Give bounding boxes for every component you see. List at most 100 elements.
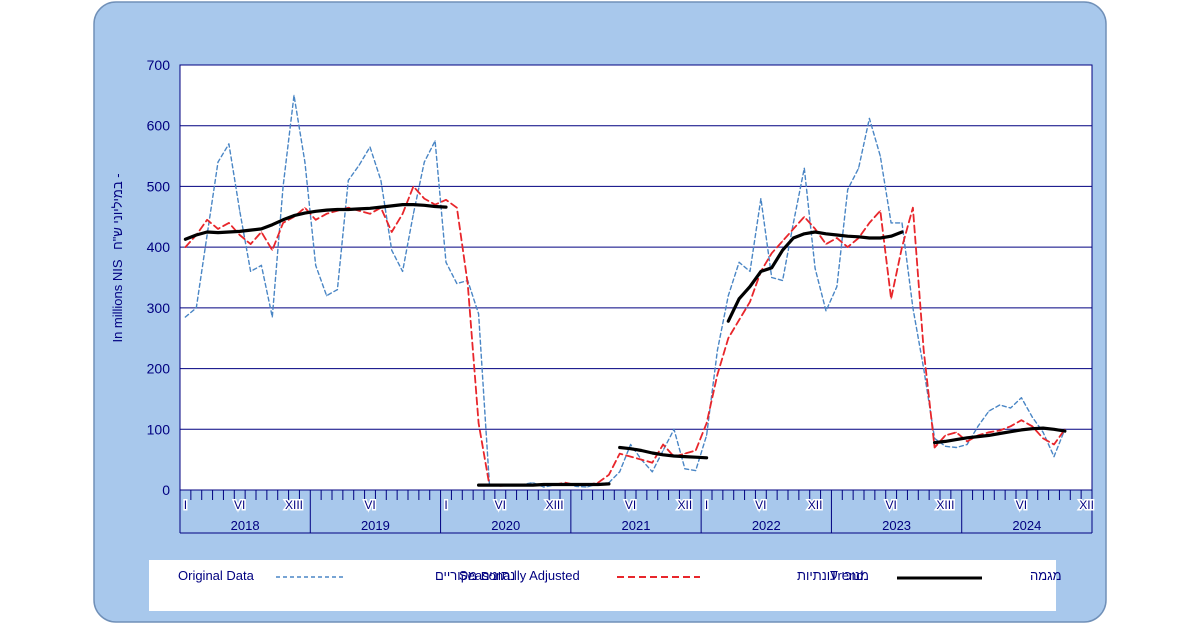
data-point-trend bbox=[608, 483, 610, 485]
data-point-trend bbox=[521, 484, 523, 486]
data-point-seasonally-adjusted bbox=[369, 213, 371, 215]
data-point-trend bbox=[1020, 429, 1023, 431]
legend: Original Data נתונים מקוריים Seasona lly… bbox=[178, 568, 1062, 583]
data-point-original-data bbox=[705, 434, 708, 436]
y-tick-label-500: 500 bbox=[147, 178, 171, 194]
data-point-original-data bbox=[836, 286, 838, 288]
y-tick-label-100: 100 bbox=[147, 421, 171, 437]
legend-seasonal-he: מנוכי עונתיות bbox=[797, 568, 869, 583]
data-point-original-data bbox=[619, 471, 621, 473]
month-label: VI bbox=[625, 498, 636, 512]
data-point-original-data bbox=[434, 140, 436, 142]
data-point-original-data bbox=[477, 313, 480, 315]
data-point-seasonally-adjusted bbox=[1042, 437, 1044, 439]
data-point-trend bbox=[1042, 427, 1044, 429]
data-point-original-data bbox=[955, 446, 957, 449]
data-point-trend bbox=[857, 236, 860, 238]
y-tick-label-0: 0 bbox=[162, 482, 170, 498]
data-point-original-data bbox=[738, 261, 740, 263]
data-point-trend bbox=[803, 233, 805, 235]
data-point-trend bbox=[510, 484, 512, 486]
data-point-seasonally-adjusted bbox=[662, 443, 664, 446]
data-point-seasonally-adjusted bbox=[1009, 425, 1012, 427]
data-point-seasonally-adjusted bbox=[944, 434, 947, 436]
year-label-2018: 2018 bbox=[231, 518, 260, 533]
data-point-original-data bbox=[543, 486, 545, 488]
data-point-trend bbox=[184, 238, 187, 240]
data-point-trend bbox=[705, 457, 708, 459]
data-point-original-data bbox=[814, 267, 816, 269]
data-point-seasonally-adjusted bbox=[1053, 443, 1055, 446]
data-point-seasonally-adjusted bbox=[1031, 425, 1033, 427]
y-tick-label-400: 400 bbox=[147, 239, 171, 255]
data-point-seasonally-adjusted bbox=[988, 431, 990, 433]
data-point-seasonally-adjusted bbox=[456, 207, 458, 209]
data-point-original-data bbox=[456, 282, 458, 285]
data-point-seasonally-adjusted bbox=[825, 243, 827, 245]
data-point-original-data bbox=[391, 249, 393, 251]
data-point-trend bbox=[651, 452, 653, 454]
data-point-seasonally-adjusted bbox=[836, 237, 838, 239]
data-point-original-data bbox=[662, 449, 664, 452]
data-point-trend bbox=[391, 205, 393, 207]
legend-original-en: Original Data bbox=[178, 568, 255, 583]
data-point-seasonally-adjusted bbox=[716, 374, 719, 376]
series-line-original-data-0 bbox=[184, 94, 1066, 488]
data-point-trend bbox=[673, 455, 675, 457]
data-point-seasonally-adjusted bbox=[901, 246, 903, 248]
data-point-original-data bbox=[293, 94, 295, 96]
legend-seasonal-en: Seasona lly Adjusted bbox=[459, 568, 580, 583]
y-tick-label-200: 200 bbox=[147, 361, 171, 377]
data-point-seasonally-adjusted bbox=[260, 231, 263, 233]
month-label: XIII bbox=[546, 498, 564, 512]
data-point-trend bbox=[999, 432, 1001, 435]
data-point-trend bbox=[738, 298, 740, 300]
data-point-trend bbox=[836, 234, 838, 236]
data-point-original-data bbox=[673, 428, 675, 430]
data-point-seasonally-adjusted bbox=[445, 199, 447, 201]
data-point-seasonally-adjusted bbox=[467, 282, 469, 285]
data-point-seasonally-adjusted bbox=[955, 431, 957, 433]
data-point-trend bbox=[1064, 430, 1066, 432]
data-point-seasonally-adjusted bbox=[271, 249, 273, 251]
data-point-trend bbox=[695, 456, 697, 458]
data-point-seasonally-adjusted bbox=[629, 456, 632, 458]
data-point-original-data bbox=[445, 261, 447, 263]
data-point-original-data bbox=[988, 410, 990, 412]
data-point-seasonally-adjusted bbox=[391, 231, 393, 233]
data-point-original-data bbox=[716, 349, 719, 351]
data-point-original-data bbox=[847, 188, 849, 191]
year-label-2023: 2023 bbox=[882, 518, 911, 533]
data-point-trend bbox=[868, 237, 871, 239]
data-point-seasonally-adjusted bbox=[868, 222, 871, 224]
y-tick-label-300: 300 bbox=[147, 300, 171, 316]
data-point-trend bbox=[933, 442, 936, 444]
data-point-original-data bbox=[999, 404, 1001, 406]
data-point-original-data bbox=[966, 443, 968, 446]
data-point-seasonally-adjusted bbox=[781, 240, 784, 242]
legend-box bbox=[149, 560, 1056, 611]
data-point-trend bbox=[727, 320, 729, 322]
data-point-trend bbox=[814, 231, 816, 233]
data-point-original-data bbox=[423, 161, 425, 163]
data-point-trend bbox=[228, 231, 230, 233]
data-point-original-data bbox=[629, 443, 632, 446]
data-point-original-data bbox=[912, 307, 914, 309]
data-point-trend bbox=[944, 440, 947, 443]
data-point-original-data bbox=[1053, 456, 1055, 458]
data-point-seasonally-adjusted bbox=[749, 301, 751, 303]
data-point-trend bbox=[597, 483, 599, 486]
data-point-original-data bbox=[868, 117, 871, 120]
data-point-original-data bbox=[586, 486, 588, 488]
data-point-trend bbox=[239, 230, 241, 232]
data-point-original-data bbox=[336, 289, 339, 291]
data-point-original-data bbox=[879, 155, 881, 157]
year-label-2019: 2019 bbox=[361, 518, 390, 533]
data-point-seasonally-adjusted bbox=[738, 319, 740, 321]
data-point-trend bbox=[890, 235, 892, 237]
data-point-original-data bbox=[901, 222, 903, 224]
data-point-trend bbox=[781, 249, 784, 251]
data-point-original-data bbox=[304, 161, 306, 163]
data-point-trend bbox=[499, 484, 501, 486]
data-point-trend bbox=[760, 270, 762, 273]
